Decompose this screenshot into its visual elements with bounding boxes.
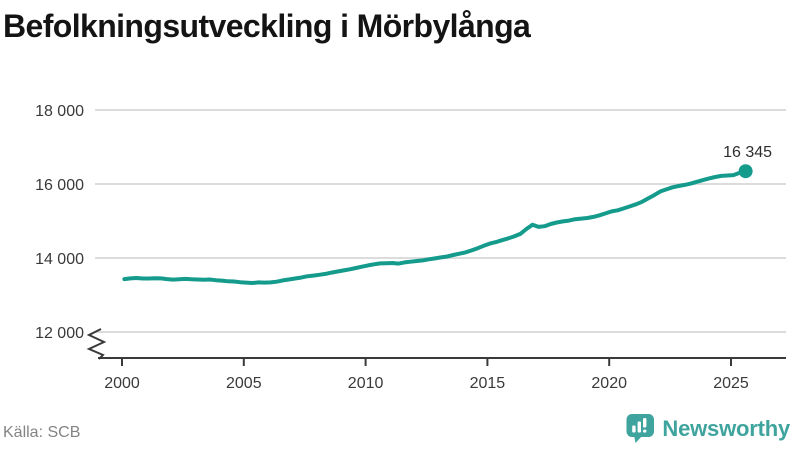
newsworthy-bubble-chart-icon: [626, 413, 655, 444]
axis-break-icon: [86, 328, 107, 360]
x-tick-label: 2020: [591, 375, 627, 392]
newsworthy-logo[interactable]: Newsworthy: [626, 413, 790, 444]
population-line-chart: 12 000 14 000 16 000 18 000 2000 2005 2010 2015…: [35, 103, 786, 392]
newsworthy-logo-text: Newsworthy: [662, 415, 790, 441]
end-point-dot: [738, 164, 753, 179]
y-tick-label: 12 000: [35, 325, 84, 342]
y-tick-label: 14 000: [35, 251, 84, 268]
y-tick-label: 18 000: [35, 103, 84, 120]
population-line-series: [122, 169, 748, 285]
x-tick-label: 2010: [348, 375, 384, 392]
chart-footer: Källa: SCB Newsworthy: [0, 410, 800, 450]
x-tick-label: 2015: [470, 375, 506, 392]
x-tick-label: 2000: [104, 375, 140, 392]
chart-title: Befolkningsutveckling i Mörbylånga: [3, 8, 531, 44]
x-tick-label: 2025: [713, 375, 749, 392]
y-tick-label: 16 000: [35, 177, 84, 194]
end-value-label: 16 345: [723, 144, 772, 161]
x-tick-label: 2005: [226, 375, 262, 392]
source-label: Källa: SCB: [3, 424, 81, 441]
